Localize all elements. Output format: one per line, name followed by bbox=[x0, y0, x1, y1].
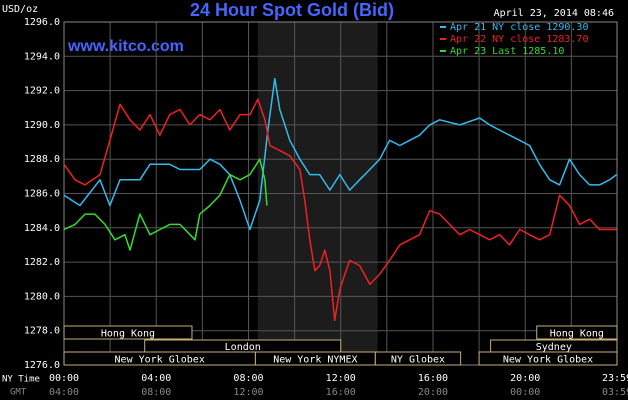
chart-title: 24 Hour Spot Gold (Bid) bbox=[190, 0, 394, 20]
x2-tick-label: 08:00 bbox=[141, 387, 171, 398]
y-tick-label: 1288.0 bbox=[24, 154, 60, 165]
legend-label: Apr 21 NY close 1290.30 bbox=[450, 22, 588, 33]
y-tick-label: 1282.0 bbox=[24, 257, 60, 268]
session-label: New York NYMEX bbox=[273, 355, 357, 366]
y-tick-label: 1294.0 bbox=[24, 51, 60, 62]
x-tick-label: 12:00 bbox=[326, 373, 356, 384]
session-box bbox=[374, 351, 462, 366]
series-line bbox=[63, 77, 617, 231]
session-label: Sydney bbox=[536, 342, 572, 353]
y-tick-label: 1284.0 bbox=[24, 223, 60, 234]
session-box bbox=[478, 351, 618, 366]
x2-axis-label: GMT bbox=[10, 388, 27, 398]
legend-label: Apr 22 NY close 1283.70 bbox=[450, 34, 588, 45]
session-box bbox=[536, 325, 618, 340]
y-tick-label: 1290.0 bbox=[24, 120, 60, 131]
watermark: www.kitco.com bbox=[67, 38, 184, 55]
timestamp: April 23, 2014 08:46 bbox=[494, 8, 614, 19]
session-label: Hong Kong bbox=[550, 329, 604, 340]
series-line bbox=[63, 98, 617, 322]
y-tick-label: 1276.0 bbox=[24, 360, 60, 371]
series-line bbox=[63, 158, 268, 251]
session-box bbox=[63, 325, 193, 340]
y-tick-label: 1296.0 bbox=[24, 17, 60, 28]
session-label: Hong Kong bbox=[101, 329, 155, 340]
y-tick-label: 1286.0 bbox=[24, 189, 60, 200]
legend-label: Apr 23 Last 1285.10 bbox=[450, 46, 564, 57]
x2-tick-label: 16:00 bbox=[326, 387, 356, 398]
x2-tick-label: 00:00 bbox=[510, 387, 540, 398]
session-label: New York Globex bbox=[503, 355, 593, 366]
x2-tick-label: 03:59 bbox=[602, 387, 628, 398]
x-tick-label: 08:00 bbox=[233, 373, 263, 384]
x-axis-label: NY Time bbox=[2, 375, 40, 385]
x2-tick-label: 12:00 bbox=[233, 387, 263, 398]
x2-tick-label: 04:00 bbox=[49, 387, 79, 398]
x-tick-label: 23:59 bbox=[602, 373, 628, 384]
y-tick-label: 1280.0 bbox=[24, 291, 60, 302]
x2-tick-label: 20:00 bbox=[418, 387, 448, 398]
session-label: London bbox=[225, 342, 261, 353]
y-tick-label: 1292.0 bbox=[24, 86, 60, 97]
x-tick-label: 04:00 bbox=[141, 373, 171, 384]
x-tick-label: 00:00 bbox=[49, 373, 79, 384]
session-label: New York Globex bbox=[115, 355, 205, 366]
x-tick-label: 16:00 bbox=[418, 373, 448, 384]
session-label: NY Globex bbox=[391, 355, 445, 366]
x-tick-label: 20:00 bbox=[510, 373, 540, 384]
y-tick-label: 1278.0 bbox=[24, 326, 60, 337]
unit-label: USD/oz bbox=[2, 4, 38, 15]
